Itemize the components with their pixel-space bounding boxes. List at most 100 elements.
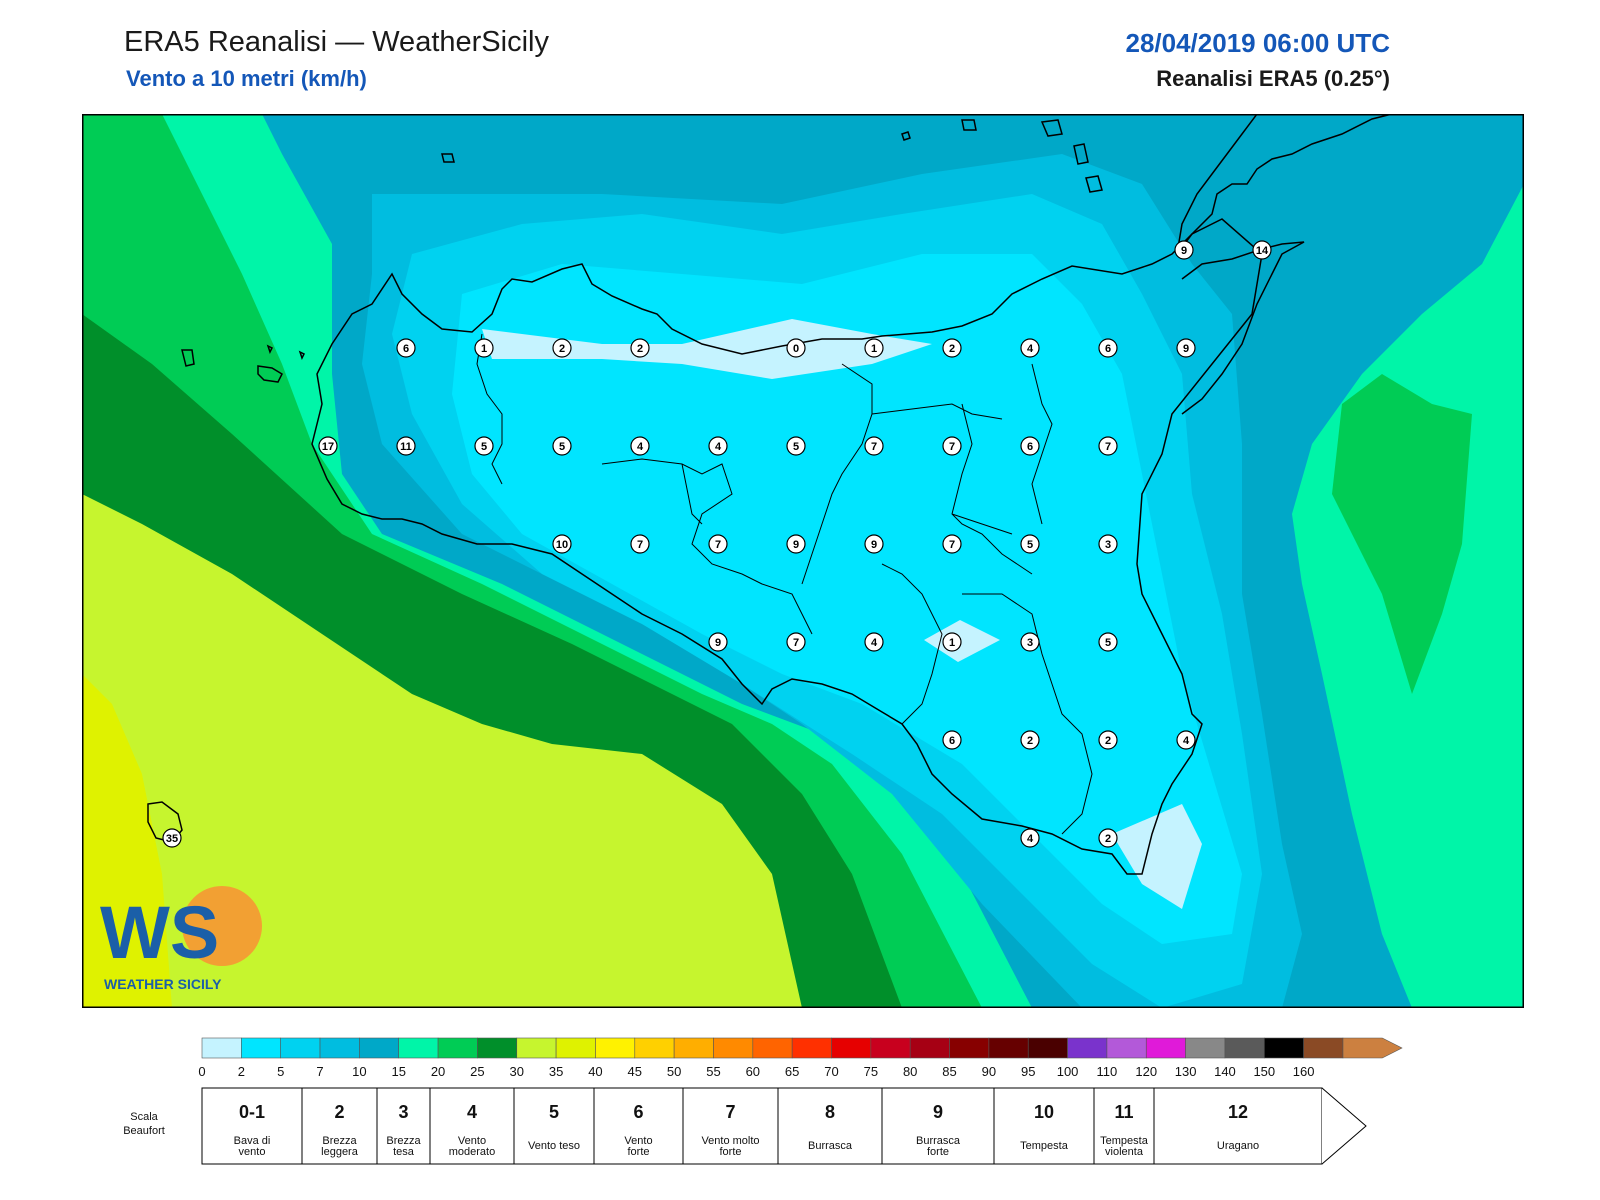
beaufort-name-line2: moderato bbox=[449, 1146, 495, 1158]
station-wind-value: 9 bbox=[715, 637, 721, 649]
station-marker: 6 bbox=[1020, 436, 1040, 456]
station-marker: 6 bbox=[942, 730, 962, 750]
colorbar-tick-label: 5 bbox=[277, 1064, 284, 1079]
beaufort-name-line2: forte bbox=[627, 1146, 649, 1158]
map-title: ERA5 Reanalisi — WeatherSicily bbox=[124, 26, 549, 58]
colorbar-swatch bbox=[1027, 1037, 1068, 1059]
station-wind-value: 4 bbox=[1027, 343, 1034, 355]
station-marker: 2 bbox=[552, 338, 572, 358]
colorbar: 0 2 5 7 10 15 20 25 30 35 40 45 50 55 60 65 70 75 80 85 90 95… bbox=[198, 1037, 1403, 1079]
station-wind-value: 1 bbox=[871, 343, 877, 355]
colorbar-tick-label: 90 bbox=[982, 1064, 996, 1079]
station-wind-value: 9 bbox=[793, 539, 799, 551]
station-wind-value: 9 bbox=[871, 539, 877, 551]
station-wind-value: 4 bbox=[1027, 833, 1034, 845]
station-marker: 2 bbox=[942, 338, 962, 358]
contour-2-5 bbox=[452, 254, 1242, 944]
colorbar-tick-label: 0 bbox=[198, 1064, 205, 1079]
station-marker: 11 bbox=[396, 436, 416, 456]
colorbar-tick-label: 7 bbox=[316, 1064, 323, 1079]
colorbar-tick-label: 30 bbox=[510, 1064, 524, 1079]
station-wind-value: 7 bbox=[793, 637, 799, 649]
colorbar-swatch bbox=[870, 1037, 911, 1059]
colorbar-tick-label: 100 bbox=[1057, 1064, 1079, 1079]
beaufort-name-line2: forte bbox=[719, 1146, 741, 1158]
ustica-island bbox=[441, 153, 455, 163]
contour-0-2-center bbox=[924, 620, 1000, 662]
colorbar-tick-label: 50 bbox=[667, 1064, 681, 1079]
beaufort-name-line1: Burrasca bbox=[808, 1140, 853, 1152]
station-marker: 7 bbox=[1098, 436, 1118, 456]
colorbar-tick-label: 120 bbox=[1135, 1064, 1157, 1079]
station-wind-value: 4 bbox=[1183, 735, 1190, 747]
beaufort-arrow bbox=[1321, 1087, 1367, 1165]
map-subtitle: Vento a 10 metri (km/h) bbox=[126, 66, 367, 91]
station-marker: 2 bbox=[1098, 828, 1118, 848]
station-marker: 2 bbox=[1098, 730, 1118, 750]
colorbar-tick-label: 65 bbox=[785, 1064, 799, 1079]
colorbar-swatch bbox=[398, 1037, 439, 1059]
colorbar-swatch bbox=[909, 1037, 950, 1059]
station-wind-value: 6 bbox=[403, 343, 409, 355]
logo-name: WEATHER SICILY bbox=[104, 976, 222, 992]
station-wind-value: 0 bbox=[793, 343, 799, 355]
colorbar-tick-label: 160 bbox=[1293, 1064, 1315, 1079]
beaufort-name-line1: Brezza bbox=[322, 1135, 357, 1147]
colorbar-tick-label: 110 bbox=[1097, 1064, 1118, 1079]
beaufort-title-line1: Scala bbox=[130, 1111, 158, 1123]
station-wind-value: 2 bbox=[637, 343, 643, 355]
logo-letters: WS bbox=[100, 891, 219, 974]
station-wind-value: 10 bbox=[556, 539, 568, 551]
colorbar-tick-label: 85 bbox=[942, 1064, 956, 1079]
station-wind-value: 11 bbox=[400, 441, 412, 453]
station-wind-value: 5 bbox=[1105, 637, 1111, 649]
contour-0-2-north bbox=[482, 319, 932, 379]
colorbar-swatch bbox=[831, 1037, 872, 1059]
station-marker: 6 bbox=[1098, 338, 1118, 358]
station-wind-value: 2 bbox=[1027, 735, 1033, 747]
station-marker: 4 bbox=[1020, 828, 1040, 848]
station-marker: 9 bbox=[708, 632, 728, 652]
beaufort-number: 7 bbox=[725, 1102, 735, 1122]
station-markers: 6 1 2 2 0 1 2 4 6 9 9 14 17 11 5 5 4 4 5 7 7 6 7 10 7 7 9 9 7 5 3 9 7 4 1 3… bbox=[162, 240, 1272, 848]
station-marker: 7 bbox=[864, 436, 884, 456]
beaufort-name-line1: Vento molto bbox=[701, 1135, 759, 1147]
beaufort-number: 9 bbox=[933, 1102, 943, 1122]
beaufort-number: 2 bbox=[334, 1102, 344, 1122]
colorbar-swatches bbox=[201, 1037, 1403, 1059]
station-marker: 9 bbox=[1176, 338, 1196, 358]
calabria-coastline bbox=[1181, 241, 1305, 415]
station-wind-value: 1 bbox=[949, 637, 955, 649]
colorbar-swatch bbox=[319, 1037, 360, 1059]
colorbar-arrow bbox=[1342, 1037, 1403, 1059]
station-wind-value: 1 bbox=[481, 343, 487, 355]
station-marker: 4 bbox=[630, 436, 650, 456]
station-marker: 5 bbox=[552, 436, 572, 456]
station-marker: 7 bbox=[942, 436, 962, 456]
colorbar-tick-label: 10 bbox=[352, 1064, 366, 1079]
station-wind-value: 14 bbox=[1256, 245, 1269, 257]
station-wind-value: 2 bbox=[1105, 833, 1111, 845]
weather-sicily-logo: WS WEATHER SICILY bbox=[100, 886, 262, 992]
beaufort-name-line1: Vento teso bbox=[528, 1140, 580, 1152]
province-borders bbox=[476, 333, 1093, 835]
colorbar-swatch bbox=[1067, 1037, 1108, 1059]
station-wind-value: 4 bbox=[637, 441, 644, 453]
station-marker: 3 bbox=[1020, 632, 1040, 652]
aeolian-islands bbox=[901, 119, 1103, 193]
station-marker: 4 bbox=[708, 436, 728, 456]
station-wind-value: 3 bbox=[1027, 637, 1033, 649]
station-wind-value: 2 bbox=[559, 343, 565, 355]
sicily-coastline bbox=[311, 218, 1263, 875]
station-marker: 6 bbox=[396, 338, 416, 358]
beaufort-name-line1: Uragano bbox=[1217, 1140, 1259, 1152]
colorbar-swatch bbox=[477, 1037, 518, 1059]
station-marker: 35 bbox=[162, 828, 182, 848]
station-wind-value: 4 bbox=[715, 441, 722, 453]
contour-35-40-west bbox=[82, 674, 172, 1008]
